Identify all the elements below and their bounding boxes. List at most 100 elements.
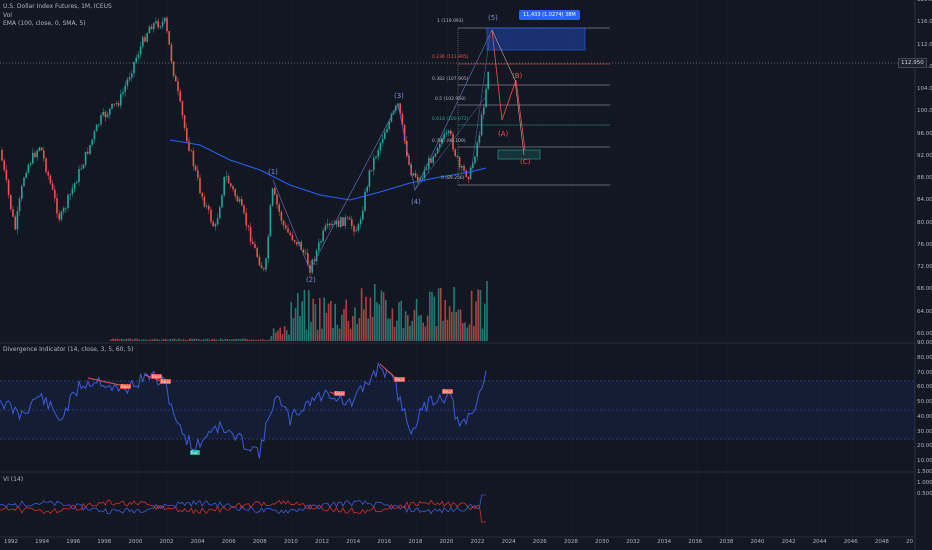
price-tick-label: 64.000 [917,308,932,315]
wave-label-c: (C) [520,158,531,166]
bear-divergence-tag: Bear [120,384,132,389]
vi-legend[interactable]: VI (14) [3,476,24,483]
oscillator-tick-label: 80.00 [917,354,932,361]
time-tick-label: 2036 [688,539,703,545]
volume-bars [110,281,488,341]
time-tick-label: 2022 [470,539,485,545]
wave-label-3: (3) [394,92,404,100]
bear-divergence-tag: Bear [394,377,406,382]
price-tick-label: 68.000 [917,286,932,293]
bull-divergence-tag: Bull [190,450,200,455]
bear-divergence-tag: Bear [442,389,454,394]
price-range-rectangle[interactable] [486,27,586,51]
ema-line [169,139,487,201]
price-tick-label: 116.000 [917,19,932,26]
time-tick-label: 2030 [594,539,609,545]
grid-lines [11,0,915,537]
oscillator-tick-label: 60.00 [917,384,932,391]
price-tick-label: 96.000 [917,130,932,137]
time-tick-label: 2032 [626,539,641,545]
price-tick-label: 72.000 [917,264,932,271]
wave-label-5: (5) [488,14,498,22]
price-tick-label: 92.000 [917,152,932,159]
time-tick-label: 2012 [315,539,330,545]
bear-divergence-tag: Bear [160,379,172,384]
fib-label: 0.786 (96.109) [432,139,466,144]
trend-lines[interactable] [469,34,491,181]
current-price-badge: 112.950 [898,58,927,68]
time-tick-label: 2026 [532,539,547,545]
oscillator-tick-label: 20.00 [917,443,932,450]
oscillator-tick-label: 90.00 [917,340,932,346]
divergence-oscillator-line [0,361,487,459]
vi-plus-line [0,494,486,515]
time-tick-label: 1996 [66,539,81,545]
target-rectangle[interactable] [497,149,541,160]
time-tick-label: 1998 [97,539,112,545]
elliott-wave-lines[interactable] [272,29,493,271]
fib-label: 1 (119.093) [437,19,464,24]
time-tick-label: 2006 [221,539,236,545]
price-tick-label: 60.000 [917,331,932,337]
time-tick-label: 2016 [377,539,392,545]
volume-legend[interactable]: Vol [3,12,12,19]
wave-label-1: (1) [268,168,278,176]
time-tick-label: 2014 [346,539,361,545]
time-tick-label: 2020 [439,539,454,545]
time-scale[interactable]: 1992 1994 1996 1998 2000 2002 2004 2006 2008 2010… [0,539,915,550]
time-tick-label: 2004 [190,539,205,545]
fib-label: 0.618 (100.072) [432,117,469,122]
time-tick-label: 2048 [874,539,889,545]
oscillator-scale[interactable]: 90.00 80.00 70.00 60.00 50.00 40.00 30.00 20.00… [917,340,932,472]
price-tick-label: 80.000 [917,219,932,226]
bear-divergence-tag: Bear [334,391,346,396]
vi-tick-label: 1.5000 [917,469,932,475]
time-tick-label: 2040 [750,539,765,545]
time-tick-label: 2046 [843,539,858,545]
time-tick-label: 2038 [719,539,734,545]
oscillator-tick-label: 40.00 [917,413,932,420]
time-tick-label: 2034 [657,539,672,545]
oscillator-tick-label: 10.00 [917,458,932,464]
time-tick-label: 2000 [128,539,143,545]
time-tick-label: 2028 [563,539,578,545]
price-scale[interactable]: 120.000116.000112.000108.000104.000100.0… [917,0,932,343]
price-tick-label: 112.000 [917,41,932,48]
time-tick-label: 2042 [781,539,796,545]
fib-retracement-drawing[interactable] [457,27,610,186]
time-tick-label: 2044 [812,539,827,545]
wave-label-4: (4) [411,198,421,206]
time-tick-label: 2018 [408,539,423,545]
price-tick-label: 120.000 [917,0,932,3]
oscillator-tick-label: 70.00 [917,369,932,376]
time-tick-label: 2008 [252,539,267,545]
time-tick-label: 2010 [283,539,298,545]
price-tick-label: 100.000 [917,108,932,115]
bear-divergence-tag: Bear [151,374,163,379]
ema-legend[interactable]: EMA (100, close, 0, SMA, 5) [3,20,86,27]
correction-projection-red[interactable] [491,29,526,151]
time-tick-label: 1994 [35,539,50,545]
symbol-legend[interactable]: U.S. Dollar Index Futures, 1M, ICEUS [3,3,112,10]
price-tick-label: 88.000 [917,175,932,182]
price-tick-label: 84.000 [917,197,932,204]
price-tick-label: 76.000 [917,241,932,248]
oscillator-tick-label: 30.00 [917,428,932,435]
divergence-legend[interactable]: Divergence Indicator (14, close, 3, 5, 6… [3,346,134,353]
time-tick-label: 20 [906,539,913,545]
time-tick-label: 2002 [159,539,174,545]
measure-label[interactable]: 11,433 (1.0274) 38M [519,10,580,20]
wave-label-b: (B) [512,72,523,80]
vi-tick-label: 0.5000 [917,491,932,497]
correction-projection-light[interactable] [491,29,525,156]
fib-label: 0.5 (102.958) [435,97,466,102]
price-tick-label: 104.000 [917,86,932,93]
time-tick-label: 2024 [501,539,516,545]
fib-label: 0.236 (111.905) [432,55,469,60]
wave-label-a: (A) [498,130,509,138]
wave-label-2: (2) [306,276,316,284]
trend-lines[interactable] [414,94,488,191]
